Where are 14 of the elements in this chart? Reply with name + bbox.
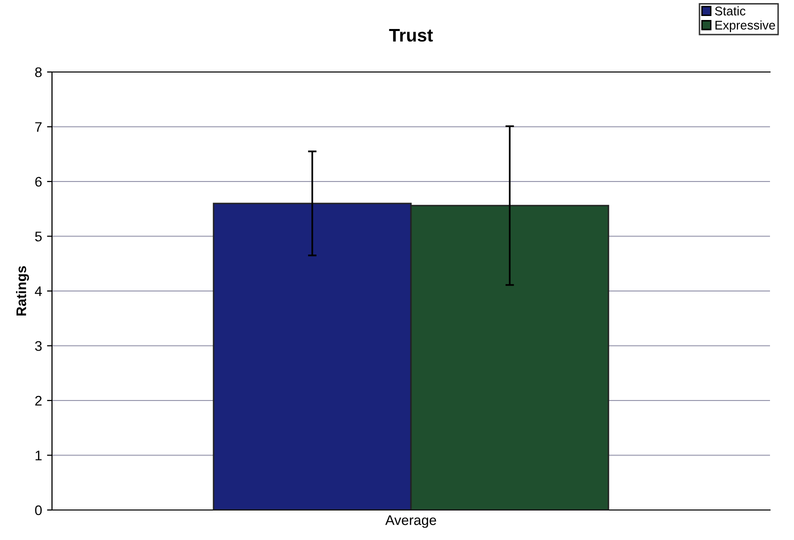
y-tick-label: 5 [35, 232, 42, 242]
y-tick-label: 0 [35, 505, 42, 516]
y-tick-label: 2 [35, 396, 42, 406]
x-tick-label: Average [385, 515, 436, 528]
y-tick-label: 3 [35, 341, 42, 351]
y-tick-label: 8 [35, 67, 42, 78]
y-tick-label: 6 [35, 176, 42, 187]
y-tick-label: 7 [35, 122, 42, 132]
y-tick-label: 1 [36, 450, 42, 460]
legend-label: Expressive [716, 20, 776, 32]
chart-title: Trust [389, 29, 433, 42]
y-axis-title: Ratings [16, 266, 29, 316]
legend-label: Static [715, 6, 746, 16]
y-tick-label: 4 [34, 286, 42, 296]
